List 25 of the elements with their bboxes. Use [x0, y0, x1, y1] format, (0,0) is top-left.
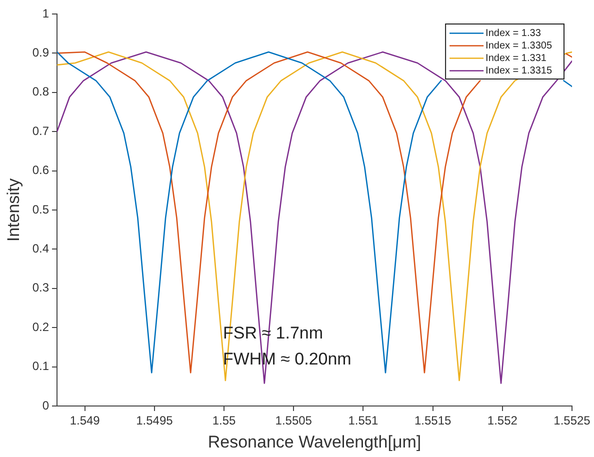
- y-tick-label: 0.7: [32, 124, 50, 138]
- y-tick-label: 0: [42, 398, 50, 412]
- x-tick-label: 1.551: [348, 414, 379, 428]
- y-tick-label: 0.1: [32, 359, 50, 374]
- y-tick-label: 0.9: [32, 46, 50, 60]
- x-tick-label: 1.552: [487, 414, 518, 428]
- y-tick-label: 0.5: [32, 202, 50, 216]
- x-tick-label: 1.5505: [275, 414, 312, 428]
- x-tick-label: 1.5525: [554, 414, 591, 428]
- y-axis-title: Intensity: [4, 178, 23, 242]
- x-tick-label: 1.5495: [136, 414, 174, 428]
- y-tick-label: 0.6: [32, 163, 50, 178]
- x-tick-label: 1.55: [212, 414, 236, 428]
- legend-label: Index = 1.33: [486, 28, 542, 39]
- y-tick-label: 1: [42, 6, 50, 20]
- x-tick-label: 1.5515: [414, 414, 452, 428]
- y-tick-label: 0.4: [32, 242, 50, 256]
- legend-label: Index = 1.3315: [486, 66, 552, 76]
- x-axis-title: Resonance Wavelength[μm]: [208, 432, 422, 452]
- legend-label: Index = 1.3305: [486, 40, 552, 52]
- legend-label: Index = 1.331: [486, 53, 547, 64]
- y-tick-label: 0.3: [32, 280, 50, 295]
- x-tick-label: 1.549: [70, 414, 100, 428]
- y-tick-label: 0.2: [32, 320, 50, 334]
- y-tick-label: 0.8: [32, 84, 50, 99]
